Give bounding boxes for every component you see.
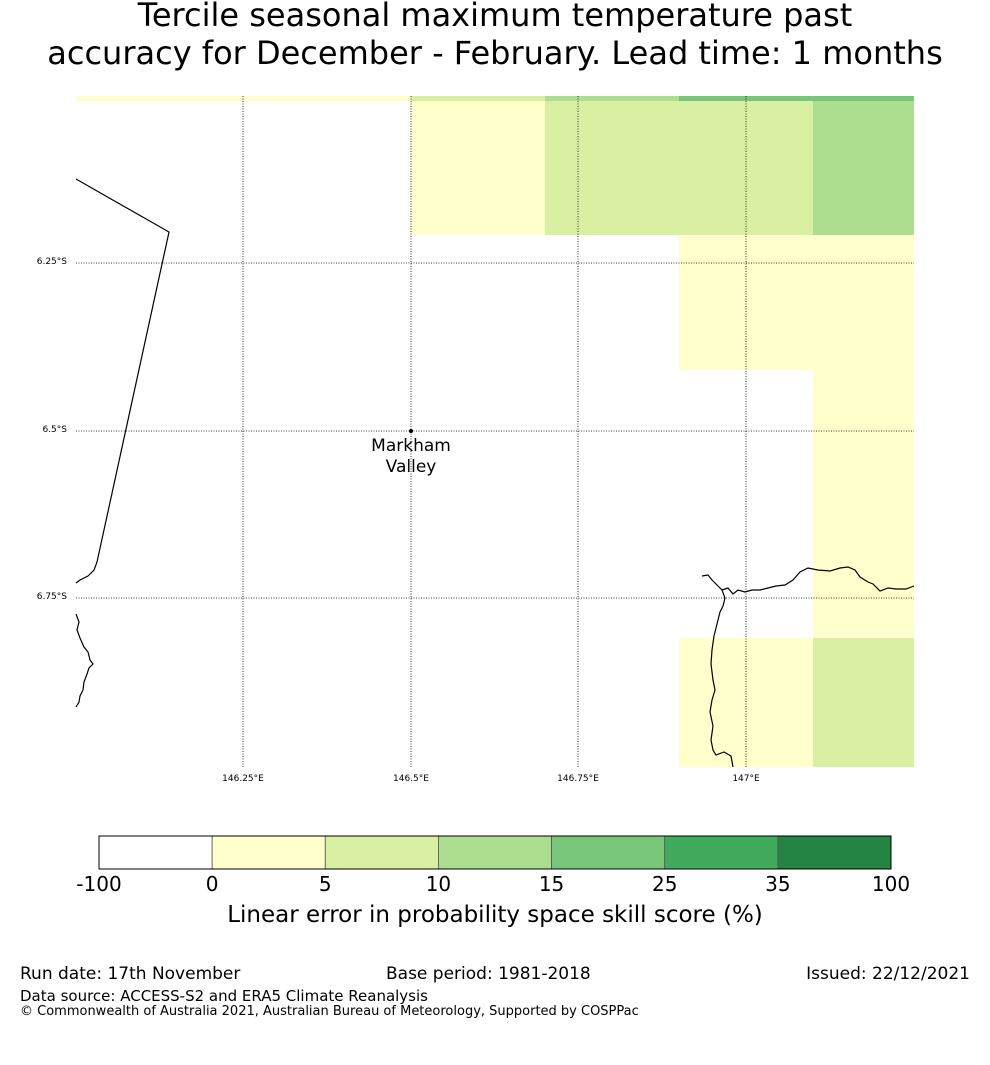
lat-label: 6.75°S [36, 592, 67, 602]
boundary-line [75, 178, 170, 584]
lat-label: 6.25°S [36, 257, 67, 267]
cell-top-strip-yellow [76, 96, 411, 101]
colorbar-tick-label: 15 [538, 872, 565, 896]
lat-label: 6.5°S [42, 425, 67, 435]
run-date: Run date: 17th November [20, 964, 241, 984]
colorbar-tick-label: -100 [76, 872, 122, 896]
skill-cells [76, 96, 914, 767]
coastline-left [75, 613, 94, 708]
place-label: Markham Valley [351, 436, 471, 478]
colorbar-segment [324, 835, 439, 870]
colorbar-segment [551, 835, 666, 870]
lon-label: 146.75°E [557, 774, 599, 784]
colorbar-tick-label: 0 [205, 872, 219, 896]
title-line-1: Tercile seasonal maximum temperature pas… [137, 0, 853, 34]
colorbar-border [98, 835, 892, 870]
cell-top-strip-mid-green [679, 96, 914, 101]
colorbar-segment [777, 835, 892, 870]
lon-label: 147°E [732, 774, 760, 784]
cell-green [813, 101, 914, 235]
copyright: © Commonwealth of Australia 2021, Austra… [20, 1004, 639, 1019]
data-source: Data source: ACCESS-S2 and ERA5 Climate … [20, 987, 428, 1005]
colorbar-segment [211, 835, 326, 870]
coastlines [75, 178, 915, 768]
colorbar [98, 835, 892, 870]
colorbar-segment [664, 835, 779, 870]
place-name-line-1: Markham [371, 436, 451, 456]
coastline-right [701, 574, 734, 768]
base-period: Base period: 1981-2018 [386, 964, 591, 984]
cell-yellow [679, 235, 914, 370]
title-line-2: accuracy for December - February. Lead t… [47, 34, 943, 72]
chart-title: Tercile seasonal maximum temperature pas… [0, 0, 990, 72]
lon-label: 146.25°E [222, 774, 264, 784]
colorbar-tick-label: 10 [425, 872, 452, 896]
colorbar-tick-label: 5 [318, 872, 332, 896]
colorbar-label: Linear error in probability space skill … [227, 902, 763, 928]
cell-yellow [813, 370, 914, 638]
colorbar-segment [438, 835, 552, 870]
map-panel [75, 96, 915, 768]
place-name-line-2: Valley [385, 457, 437, 477]
coastline-river-mouth [721, 566, 915, 595]
colorbar-tick-label: 100 [871, 872, 911, 896]
colorbar-segment [98, 835, 213, 870]
cell-yellow [411, 101, 545, 235]
issued-date: Issued: 22/12/2021 [806, 964, 970, 984]
place-marker [409, 429, 413, 433]
lon-label: 146.5°E [393, 774, 429, 784]
colorbar-tick-label: 35 [765, 872, 791, 896]
cell-top-strip-green [545, 96, 679, 101]
cell-light-green [545, 101, 813, 235]
cell-light-green [813, 638, 914, 767]
colorbar-tick-label: 25 [651, 872, 678, 896]
